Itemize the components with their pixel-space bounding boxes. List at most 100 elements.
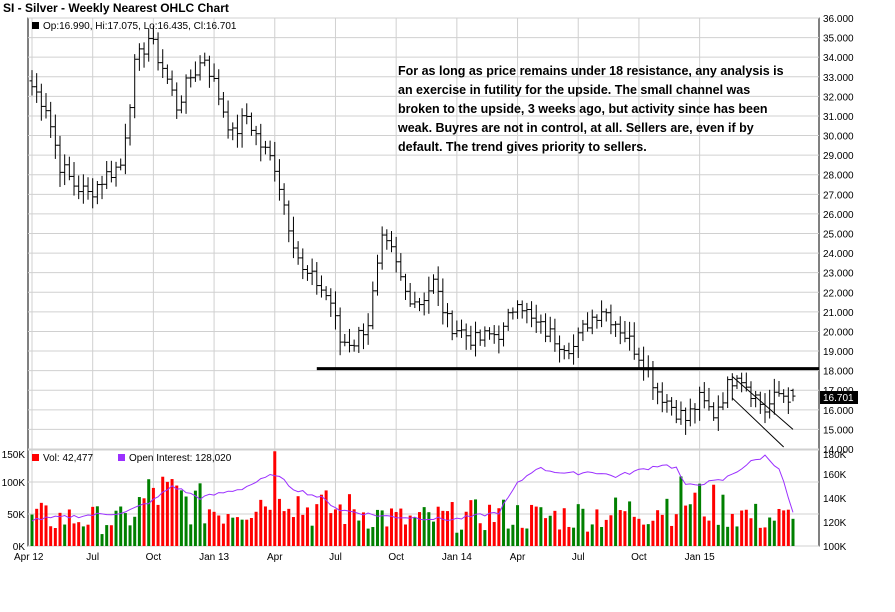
volume-bar [534, 506, 538, 546]
price-tick-label: 28.000 [823, 171, 854, 182]
x-tick-label: Jan 14 [442, 552, 472, 563]
ohlc-bar [80, 174, 86, 204]
ohlc-bar [627, 321, 633, 351]
ohlc-bar [318, 275, 324, 298]
ohlc-bar [281, 183, 287, 215]
volume-bar [72, 523, 76, 546]
ohlc-bar [104, 161, 110, 190]
ohlc-bar [571, 334, 577, 365]
volume-bar [357, 520, 361, 546]
price-tick-label: 27.000 [823, 190, 854, 201]
ohlc-bar [402, 273, 408, 300]
price-grid [28, 17, 819, 450]
ohlc-bar [220, 91, 226, 118]
volume-bar [221, 523, 225, 546]
volume-bar [263, 506, 267, 546]
ohlc-bar [631, 322, 637, 360]
volume-bar [119, 506, 123, 546]
oi-tick-label: 160K [823, 470, 847, 481]
volume-bar [567, 526, 571, 546]
volume-bar [375, 509, 379, 546]
ohlc-bar [216, 69, 222, 106]
ohlc-bar [697, 386, 703, 421]
volume-bar [324, 490, 328, 546]
price-tick-label: 20.000 [823, 327, 854, 338]
volume-bar [305, 507, 309, 546]
volume-bar [133, 516, 137, 546]
ohlc-bar [150, 25, 156, 45]
volume-bar [520, 527, 524, 546]
volume-bar [749, 518, 753, 546]
ohlc-bar [38, 83, 44, 121]
volume-bar [539, 507, 543, 546]
ohlc-bar [239, 108, 245, 148]
ohlc-bar [417, 297, 423, 312]
price-tick-label: 14.000 [823, 445, 854, 456]
ohlc-bar [547, 316, 553, 343]
ohlc-bar [183, 74, 189, 114]
volume-bar [408, 515, 412, 546]
last-price-label: 16.701 [823, 393, 854, 404]
volume-bar [86, 524, 90, 546]
volume-bar [516, 505, 520, 546]
ohlc-bar [431, 274, 437, 294]
ohlc-bar [683, 407, 689, 435]
ohlc-bar [636, 347, 642, 368]
open-interest-series [31, 454, 794, 522]
ohlc-bar [337, 307, 343, 356]
price-tick-label: 31.000 [823, 112, 854, 123]
ohlc-bar [351, 339, 357, 352]
price-tick-label: 32.000 [823, 92, 854, 103]
volume-bar [380, 510, 384, 546]
volume-bar [488, 504, 492, 546]
ohlc-bar [99, 175, 105, 200]
ohlc-bar [501, 322, 507, 347]
ohlc-bar [62, 154, 68, 186]
ohlc-bar [164, 64, 170, 85]
ohlc-bar [440, 278, 446, 325]
volume-bar [189, 524, 193, 546]
ohlc-bar [790, 388, 796, 402]
ohlc-bar [127, 104, 133, 146]
ohlc-bar [561, 345, 567, 360]
volume-bar [259, 499, 263, 546]
volume-bar [245, 519, 249, 546]
ohlc-bar [370, 281, 376, 330]
oi-legend: Open Interest: 128,020 [129, 453, 232, 464]
ohlc-bar [617, 316, 623, 345]
ohlc-bar [132, 54, 138, 119]
volume-bar [525, 528, 529, 546]
ohlc-bar [379, 226, 385, 270]
ohlc-bar [715, 395, 721, 431]
volume-bar [702, 516, 706, 546]
volume-bar [782, 510, 786, 546]
volume-bar [296, 496, 300, 546]
ohlc-bar [43, 93, 49, 119]
price-tick-label: 34.000 [823, 53, 854, 64]
price-tick-label: 33.000 [823, 73, 854, 84]
volume-axes: 150K 100K 50K 0K 180K 160K 140K 120K 100K [2, 450, 847, 553]
ohlc-bar [753, 390, 759, 408]
ohlc-bar [234, 114, 240, 148]
price-legend-swatch [32, 22, 39, 29]
ohlc-bar [356, 326, 362, 353]
volume-bar [618, 510, 622, 546]
ohlc-bar [76, 175, 82, 200]
ohlc-bar [505, 308, 511, 331]
ohlc-bar [71, 162, 77, 196]
ohlc-bar [286, 200, 292, 243]
volume-bar [394, 512, 398, 546]
volume-bar [558, 529, 562, 546]
volume-bar [432, 521, 436, 546]
volume-bar [474, 499, 478, 546]
volume-bar [389, 508, 393, 546]
volume-bars [30, 451, 795, 546]
volume-bar [679, 476, 683, 546]
volume-bar [469, 500, 473, 546]
volume-bar [609, 515, 613, 546]
ohlc-bar [188, 69, 194, 88]
volume-bar [123, 513, 127, 546]
ohlc-bar [225, 100, 231, 139]
volume-bar [347, 494, 351, 546]
volume-bar [151, 487, 155, 546]
